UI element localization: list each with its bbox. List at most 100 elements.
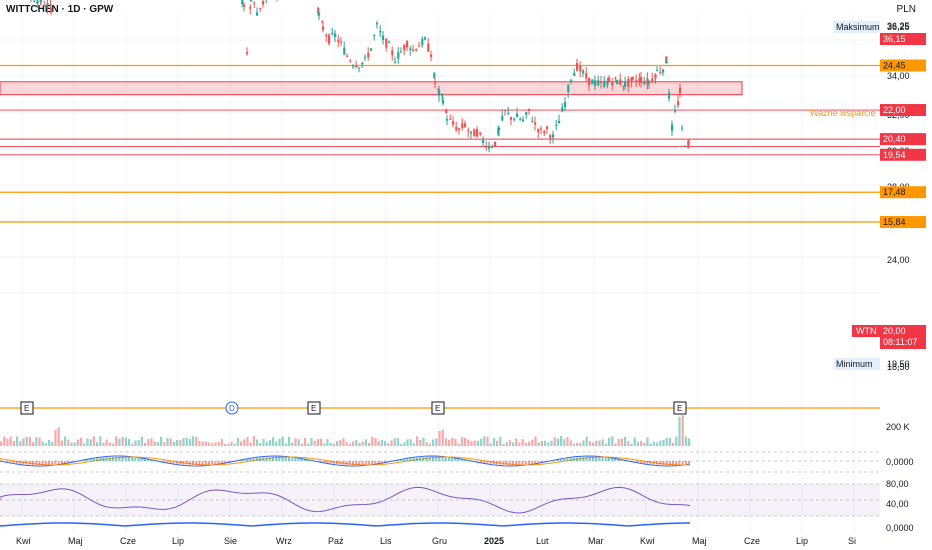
stoch-hist	[684, 461, 687, 465]
volume-bar	[86, 438, 89, 446]
volume-bar	[96, 442, 99, 446]
time-tick: Sie	[224, 536, 237, 546]
stoch-hist	[38, 461, 41, 465]
candle-body	[322, 26, 325, 31]
stoch-hist	[92, 458, 95, 461]
volume-bar	[102, 442, 105, 446]
volume-bar	[537, 442, 540, 446]
volume-bar	[163, 442, 166, 446]
volume-bar	[105, 439, 108, 446]
time-tick: Kwi	[640, 536, 655, 546]
volume-bar	[601, 439, 604, 446]
volume-bar	[585, 436, 588, 446]
candle-body	[608, 77, 611, 82]
candle-body	[540, 128, 543, 130]
candle-body	[349, 60, 352, 62]
stoch-hist	[144, 459, 146, 461]
candle-body	[334, 33, 337, 37]
stoch-hist	[140, 458, 143, 461]
stoch-hist	[281, 457, 284, 461]
time-tick: Si	[848, 536, 856, 546]
candle-body	[665, 56, 668, 63]
volume-bar	[134, 440, 137, 446]
stoch-hist	[204, 461, 207, 465]
stoch-hist	[89, 459, 92, 461]
stoch-hist	[112, 457, 114, 461]
level-tag-text: 36,15	[883, 34, 906, 44]
stoch-hist	[496, 461, 498, 465]
stoch-hist	[595, 457, 598, 461]
stoch-hist	[592, 457, 594, 461]
volume-bar	[262, 438, 265, 446]
volume-bar	[156, 442, 159, 446]
stoch-hist	[294, 458, 297, 461]
stoch-hist	[659, 461, 662, 465]
event-label: E	[24, 404, 29, 413]
level-tag-time: 08:11:07	[883, 337, 917, 347]
stoch-hist	[518, 461, 521, 465]
candle-body	[567, 84, 570, 93]
volume-bar	[89, 439, 92, 446]
stoch-hist	[342, 461, 345, 465]
stoch-hist	[387, 461, 390, 462]
candle-body	[674, 110, 677, 112]
candle-body	[504, 109, 507, 111]
stoch-hist	[636, 461, 639, 463]
volume-bar	[412, 443, 415, 446]
candle-body	[364, 56, 367, 58]
stoch-hist	[230, 461, 233, 462]
candle-body	[558, 120, 561, 124]
rsi-pane: 80,00 40,00	[0, 479, 909, 517]
volume-bar	[441, 429, 444, 446]
candle-body	[455, 126, 458, 131]
volume-bar	[137, 439, 140, 446]
stoch-hist	[108, 457, 111, 461]
volume-bar	[582, 440, 585, 446]
candle-body	[570, 79, 573, 82]
stoch-hist	[569, 458, 572, 461]
candle-body	[630, 77, 633, 83]
volume-bar	[432, 439, 435, 446]
volume-bar	[6, 438, 9, 446]
volume-bar	[428, 443, 431, 446]
candle-body	[640, 77, 643, 83]
volume-bar	[492, 438, 495, 446]
volume-pane: 200 K	[0, 415, 910, 446]
volume-bar	[256, 439, 259, 446]
volume-bar	[560, 436, 563, 446]
stoch-hist	[268, 457, 271, 461]
candle-body	[681, 127, 684, 129]
stoch-hist	[12, 461, 15, 463]
volume-bar	[169, 438, 172, 446]
volume-bar	[172, 441, 175, 446]
volume-bar	[179, 440, 182, 446]
volume-bar	[566, 437, 569, 446]
chart-title: WITTCHEN · 1D · GPW	[6, 4, 114, 15]
level-tag-text: 15,84	[883, 217, 906, 227]
volume-bar	[371, 436, 374, 446]
volume-bar	[19, 441, 22, 446]
stoch-hist	[54, 461, 57, 465]
stoch-hist	[278, 457, 281, 461]
stoch-hist	[521, 461, 524, 465]
candle-body	[467, 130, 470, 132]
volume-bar	[99, 436, 102, 446]
stoch-hist	[502, 461, 505, 465]
volume-bar	[505, 442, 508, 446]
stoch-hist	[211, 461, 214, 465]
stoch-hist	[419, 457, 422, 461]
stoch-hist	[262, 457, 265, 461]
stoch-hist	[291, 457, 294, 461]
volume-bar	[681, 415, 684, 446]
candle-body	[579, 65, 582, 72]
price-tick: 36,25	[887, 21, 910, 31]
stoch-k-line	[0, 455, 691, 467]
stoch-hist	[457, 458, 460, 461]
volume-bar	[604, 443, 607, 446]
volume-bar	[252, 436, 255, 446]
candle-body	[325, 35, 328, 37]
stoch-hist	[259, 457, 262, 461]
level-tag	[880, 148, 926, 161]
